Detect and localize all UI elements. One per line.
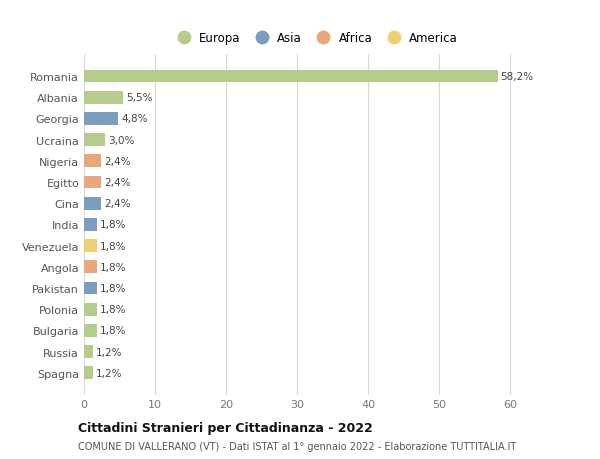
Text: 1,8%: 1,8% [100,220,126,230]
Bar [84,176,101,189]
Text: 5,5%: 5,5% [126,93,152,103]
Text: 1,8%: 1,8% [100,326,126,336]
Text: COMUNE DI VALLERANO (VT) - Dati ISTAT al 1° gennaio 2022 - Elaborazione TUTTITAL: COMUNE DI VALLERANO (VT) - Dati ISTAT al… [78,441,516,451]
Text: 1,2%: 1,2% [95,347,122,357]
Text: 4,8%: 4,8% [121,114,148,124]
Text: 3,0%: 3,0% [108,135,134,146]
Bar [84,92,123,104]
Text: 1,2%: 1,2% [95,368,122,378]
Legend: Europa, Asia, Africa, America: Europa, Asia, Africa, America [167,27,463,50]
Bar [84,134,106,147]
Bar [84,325,97,337]
Bar [84,218,97,231]
Bar [84,155,101,168]
Bar [84,240,97,252]
Text: 1,8%: 1,8% [100,262,126,272]
Bar [84,71,497,83]
Bar [84,261,97,274]
Bar [84,367,92,379]
Bar [84,113,118,125]
Bar [84,346,92,358]
Bar [84,197,101,210]
Text: 2,4%: 2,4% [104,157,130,167]
Text: 1,8%: 1,8% [100,241,126,251]
Text: 1,8%: 1,8% [100,304,126,314]
Text: 2,4%: 2,4% [104,178,130,188]
Bar [84,282,97,295]
Text: 1,8%: 1,8% [100,283,126,293]
Text: 58,2%: 58,2% [500,72,533,82]
Bar [84,303,97,316]
Text: Cittadini Stranieri per Cittadinanza - 2022: Cittadini Stranieri per Cittadinanza - 2… [78,421,373,434]
Text: 2,4%: 2,4% [104,199,130,209]
